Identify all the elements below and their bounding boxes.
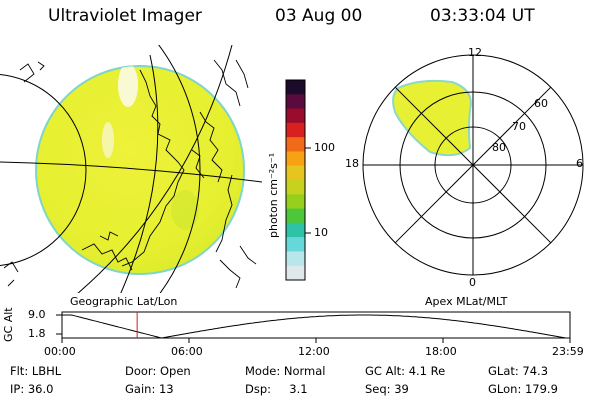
colorbar-band [286, 222, 305, 238]
seq-info: Seq: 39 [365, 382, 409, 396]
colorbar-band [286, 194, 305, 210]
ip-info: IP: 36.0 [10, 382, 54, 396]
mlat-label-80: 80 [492, 141, 506, 154]
mlt-label-6: 6 [576, 157, 583, 170]
mlt-label-12: 12 [468, 46, 482, 59]
altitude-xtick-0000: 00:00 [44, 345, 76, 358]
date-label: 03 Aug 00 [275, 6, 363, 26]
time-label: 03:33:04 UT [430, 6, 535, 26]
altitude-ytick-1-8: 1.8 [28, 327, 46, 340]
altitude-ytick-9: 9.0 [28, 308, 46, 321]
altitude-xtick-2359: 23:59 [552, 345, 584, 358]
colorbar-band [286, 208, 305, 224]
colorbar-band [286, 265, 305, 281]
colorbar-unit-label: photon cm⁻²s⁻¹ [267, 152, 280, 238]
gc-alt-info: GC Alt: 4.1 Re [365, 364, 446, 378]
altitude-xtick-0600: 06:00 [171, 345, 203, 358]
colorbar-band [286, 94, 305, 110]
bright-arc [118, 66, 138, 107]
dsp-info: Dsp: 3.1 [245, 382, 308, 396]
auroral-oval [392, 79, 472, 157]
mlt-label-18: 18 [345, 157, 359, 170]
geographic-map [0, 45, 262, 293]
colorbar-band [286, 80, 305, 95]
filter-info: Flt: LBHL [10, 364, 62, 378]
colorbar-band [286, 122, 305, 138]
mlt-label-0: 0 [469, 276, 476, 289]
mlat-label-60: 60 [534, 97, 548, 110]
lat-lon-grid [0, 45, 262, 293]
altitude-curve [62, 314, 570, 339]
geographic-caption: Geographic Lat/Lon [70, 295, 178, 308]
colorbar-band [286, 180, 305, 195]
colorbar-band [286, 151, 305, 167]
polar-plot [362, 54, 584, 276]
colorbar-band [286, 108, 305, 124]
colorbar-tick-10: 10 [314, 226, 328, 239]
altitude-xtick-1200: 12:00 [298, 345, 330, 358]
door-info: Door: Open [125, 364, 191, 378]
colorbar-band [286, 251, 305, 267]
apex-caption: Apex MLat/MLT [425, 295, 508, 308]
gain-info: Gain: 13 [125, 382, 174, 396]
colorbar-tick-100: 100 [314, 141, 335, 154]
altitude-ylabel: GC Alt [2, 307, 15, 342]
glat-info: GLat: 74.3 [488, 364, 549, 378]
colorbar [285, 79, 311, 281]
mode-info: Mode: Normal [245, 364, 326, 378]
altitude-plot [56, 311, 571, 343]
coastlines [3, 59, 257, 289]
glon-info: GLon: 179.9 [488, 382, 558, 396]
colorbar-band [286, 165, 305, 181]
altitude-xtick-1800: 18:00 [425, 345, 457, 358]
mlat-label-70: 70 [512, 120, 526, 133]
instrument-title: Ultraviolet Imager [48, 6, 202, 26]
colorbar-band [286, 237, 305, 252]
colorbar-band [286, 137, 305, 152]
